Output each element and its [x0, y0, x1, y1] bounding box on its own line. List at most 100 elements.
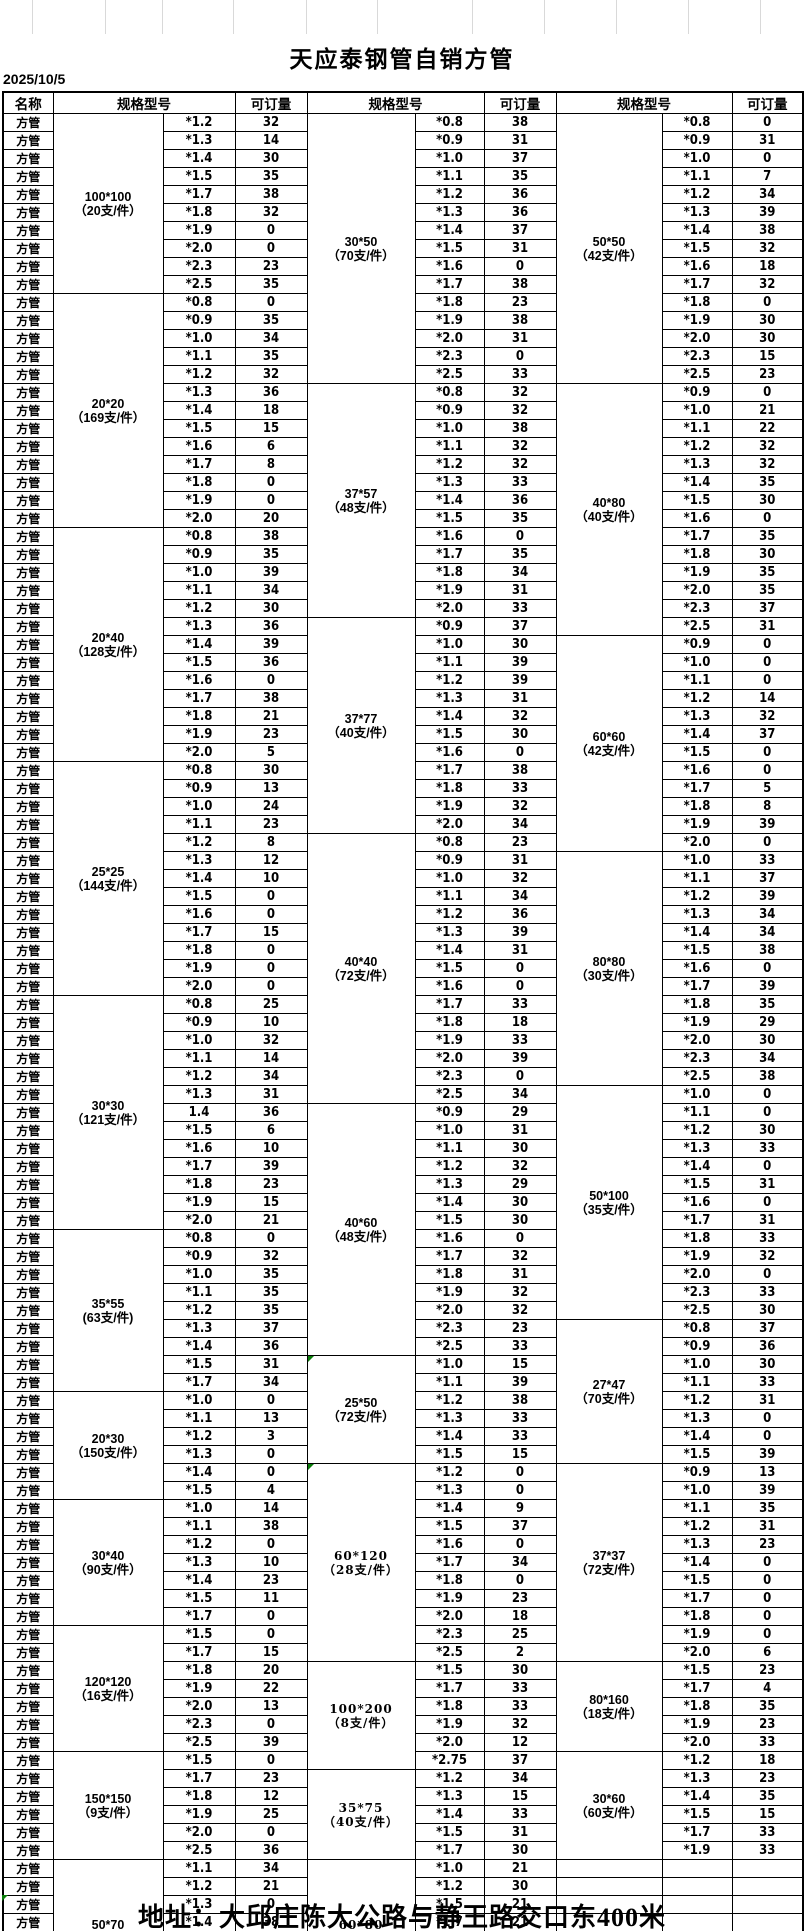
qty-cell: 30 [234, 761, 308, 780]
thickness-cell: *2.0 [162, 1211, 236, 1230]
thickness-cell: *1.9 [414, 581, 485, 600]
pipe-type-cell: 方管 [2, 1283, 54, 1302]
qty-cell: 32 [731, 707, 804, 726]
header-qty-3: 可订量 [731, 91, 804, 114]
table-row: 方管 *1.3 36 37*57 （48支/件） *0.8 32 40*80 （40支/件） *0… [2, 383, 804, 636]
qty-cell: 32 [483, 1715, 557, 1734]
qty-cell: 15 [483, 1355, 557, 1374]
thickness-cell: *1.2 [162, 1877, 236, 1896]
thickness-cell: *1.7 [661, 1823, 733, 1842]
qty-cell: 7 [731, 167, 804, 186]
thickness-cell: *1.8 [661, 1607, 733, 1626]
thickness-cell: *0.9 [414, 131, 485, 150]
qty-cell: 32 [483, 797, 557, 816]
pipe-type-cell: 方管 [2, 257, 54, 276]
pipe-type-cell: 方管 [2, 1301, 54, 1320]
thickness-cell: *2.3 [661, 1283, 733, 1302]
table-row: 方管 *1.2 3 *1.4 33 *1.4 0 [2, 1427, 804, 1446]
pipe-type-cell: 方管 [2, 1643, 54, 1662]
pipe-type-cell: 方管 [2, 1211, 54, 1230]
qty-cell: 15 [483, 1787, 557, 1806]
qty-cell: 34 [731, 185, 804, 204]
qty-cell: 31 [483, 941, 557, 960]
thickness-cell: *1.5 [162, 1481, 236, 1500]
qty-cell: 0 [234, 473, 308, 492]
qty-cell: 18 [483, 1607, 557, 1626]
qty-cell: 10 [234, 1013, 308, 1032]
table-row: 方管 *1.3 36 37*77 （40支/件） *0.9 37 *2.5 31 [2, 617, 804, 834]
qty-cell: 35 [731, 995, 804, 1014]
thickness-cell: *1.1 [414, 437, 485, 456]
qty-cell: 33 [731, 1139, 804, 1158]
spec-size-label: 20*30 [91, 1431, 125, 1446]
thickness-cell: *2.0 [414, 329, 485, 348]
qty-cell: 23 [731, 1769, 804, 1788]
header-spec-1: 规格型号 [52, 91, 236, 114]
qty-cell: 35 [731, 581, 804, 600]
qty-cell: 37 [234, 1319, 308, 1338]
thickness-cell: *1.4 [414, 941, 485, 960]
thickness-cell: *1.4 [162, 149, 236, 168]
qty-cell: 39 [731, 815, 804, 834]
thickness-cell: *1.3 [661, 203, 733, 222]
thickness-cell: *1.6 [162, 905, 236, 924]
pipe-type-cell: 方管 [2, 689, 54, 708]
spec-group-cell: 20*40 （128支/件） [52, 527, 164, 762]
qty-cell: 30 [731, 311, 804, 330]
qty-cell: 0 [234, 1607, 308, 1626]
pipe-type-cell: 方管 [2, 707, 54, 726]
qty-cell: 33 [483, 1697, 557, 1716]
qty-cell: 21 [234, 707, 308, 726]
qty-cell: 0 [731, 1193, 804, 1212]
table-row: 方管 *0.9 35 *1.7 35 *1.8 30 [2, 545, 804, 564]
qty-cell: 33 [483, 365, 557, 384]
spec-size-label: 60*120 [333, 1548, 389, 1563]
qty-cell: 0 [483, 1463, 557, 1482]
qty-cell: 23 [234, 257, 308, 276]
thickness-cell: *1.8 [162, 203, 236, 222]
qty-cell: 34 [234, 1067, 308, 1086]
thickness-cell: *1.5 [661, 1805, 733, 1824]
qty-cell: 3 [234, 1427, 308, 1446]
thickness-cell: *2.3 [162, 257, 236, 276]
spec-size-label: 40*60 [344, 1215, 378, 1230]
pipe-type-cell: 方管 [2, 437, 54, 456]
table-row: 方管 *1.6 0 *1.2 36 *1.3 34 [2, 905, 804, 924]
table-row: 方管 *1.1 38 *1.5 37 *1.2 31 [2, 1517, 804, 1536]
table-row: 方管 *1.5 6 *1.0 31 *1.2 30 [2, 1121, 804, 1140]
thickness-cell: *2.0 [414, 1733, 485, 1752]
grid-line [544, 0, 545, 34]
thickness-cell: *1.4 [414, 1427, 485, 1446]
thickness-cell: *1.6 [414, 257, 485, 276]
qty-cell: 18 [731, 1751, 804, 1770]
thickness-cell: *1.2 [661, 689, 733, 708]
qty-cell: 29 [483, 1175, 557, 1194]
thickness-cell: *1.8 [162, 707, 236, 726]
qty-cell: 35 [483, 167, 557, 186]
thickness-cell: *1.0 [661, 1481, 733, 1500]
spec-size-label: 60*80 [338, 1917, 384, 1931]
thickness-cell: *1.4 [162, 635, 236, 654]
thickness-cell: *1.4 [162, 1571, 236, 1590]
thickness-cell: *1.2 [661, 1517, 733, 1536]
spec-size-label: 120*120 [84, 1674, 132, 1689]
qty-cell: 22 [234, 1679, 308, 1698]
qty-cell: 39 [234, 1157, 308, 1176]
thickness-cell: *0.8 [414, 113, 485, 132]
qty-cell: 32 [483, 869, 557, 888]
qty-cell: 38 [731, 1067, 804, 1086]
thickness-cell: *1.2 [661, 185, 733, 204]
pipe-type-cell: 方管 [2, 1067, 54, 1086]
table-row: 方管 *1.7 23 35*75 （40支/件） *1.2 34 *1.3 23 [2, 1769, 804, 1860]
thickness-cell: *1.2 [162, 365, 236, 384]
thickness-cell: *1.2 [162, 1067, 236, 1086]
qty-cell: 9 [483, 1499, 557, 1518]
pipe-type-cell: 方管 [2, 941, 54, 960]
table-row: 方管 *0.9 32 *1.7 32 *1.9 32 [2, 1247, 804, 1266]
table-row: 方管 *1.1 23 *2.0 34 *1.9 39 [2, 815, 804, 834]
spec-group-cell: 20*20 （169支/件） [52, 293, 164, 528]
qty-cell: 21 [731, 401, 804, 420]
qty-cell: 0 [731, 1409, 804, 1428]
thickness-cell: *1.3 [661, 1769, 733, 1788]
thickness-cell: *2.5 [414, 365, 485, 384]
